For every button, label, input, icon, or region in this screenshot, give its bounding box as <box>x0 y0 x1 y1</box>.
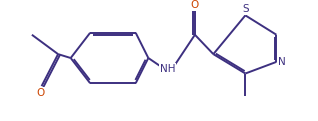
Text: O: O <box>36 88 44 98</box>
Text: N: N <box>278 57 286 67</box>
Text: S: S <box>243 4 249 14</box>
Text: NH: NH <box>160 64 176 74</box>
Text: O: O <box>191 0 199 10</box>
